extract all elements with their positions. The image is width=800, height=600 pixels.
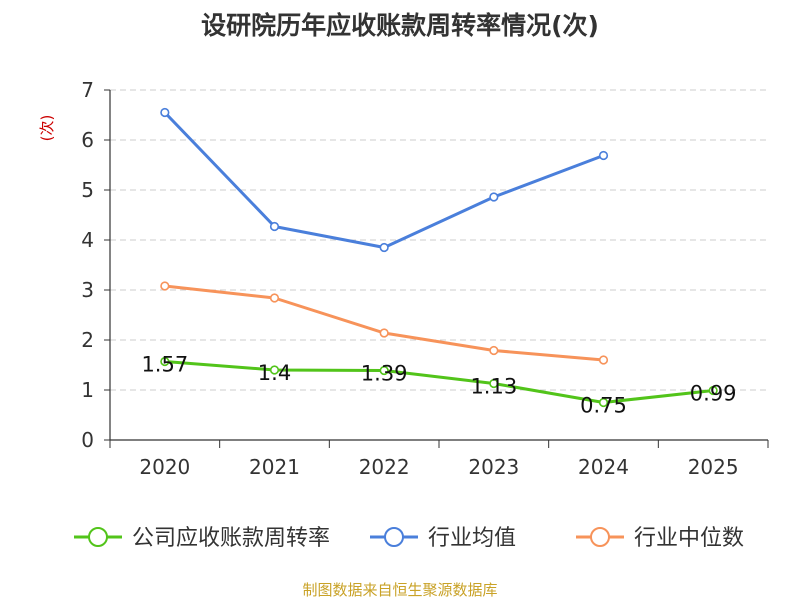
y-tick-label: 6 bbox=[81, 128, 94, 152]
y-tick-label: 0 bbox=[81, 428, 94, 452]
data-label: 1.57 bbox=[141, 353, 188, 377]
chart-title: 设研院历年应收账款周转率情况(次) bbox=[201, 11, 599, 40]
x-tick-label: 2020 bbox=[139, 455, 190, 479]
y-tick-label: 5 bbox=[81, 178, 94, 202]
data-point bbox=[269, 221, 280, 232]
y-tick-label: 3 bbox=[81, 278, 94, 302]
data-point bbox=[598, 150, 609, 161]
y-tick-label: 7 bbox=[81, 78, 94, 102]
data-label: 1.4 bbox=[258, 361, 291, 385]
x-tick-label: 2024 bbox=[578, 455, 629, 479]
x-tick-label: 2023 bbox=[468, 455, 519, 479]
grid-lines bbox=[110, 89, 768, 391]
data-labels: 1.57 1.4 1.39 1.13 0.75 0.99 bbox=[141, 353, 736, 418]
legend-marker bbox=[590, 527, 610, 547]
series-line bbox=[163, 111, 605, 249]
data-point bbox=[489, 192, 499, 202]
y-tick-label: 1 bbox=[81, 378, 94, 402]
data-point bbox=[379, 365, 389, 376]
x-tick-label: 2022 bbox=[359, 455, 410, 479]
series-line bbox=[164, 360, 714, 404]
x-tick-label: 2021 bbox=[249, 455, 300, 479]
data-point bbox=[379, 242, 389, 253]
series-layer bbox=[160, 107, 718, 408]
legend-marker bbox=[384, 527, 404, 547]
y-axis-label: (次) bbox=[38, 115, 56, 142]
data-point bbox=[708, 385, 718, 396]
data-point bbox=[598, 397, 609, 408]
data-point bbox=[489, 378, 499, 389]
axes: 0 1 2 3 4 5 6 7 2020 2021 2022 2023 2024 2025 bbox=[81, 78, 769, 479]
y-tick-label: 2 bbox=[81, 328, 94, 352]
data-label: 1.39 bbox=[361, 362, 408, 386]
legend-label: 公司应收账款周转率 bbox=[132, 526, 330, 551]
x-tick-label: 2025 bbox=[688, 455, 739, 479]
data-point bbox=[160, 281, 170, 291]
data-point bbox=[269, 365, 280, 375]
data-point bbox=[160, 107, 170, 118]
data-point bbox=[160, 356, 170, 367]
data-point bbox=[598, 355, 609, 365]
legend-marker bbox=[88, 527, 108, 547]
legend-label: 行业均值 bbox=[428, 526, 516, 551]
data-point bbox=[379, 328, 389, 338]
data-point bbox=[269, 293, 280, 303]
data-label: 0.99 bbox=[690, 382, 737, 406]
data-label: 0.75 bbox=[580, 394, 627, 418]
series-line bbox=[164, 284, 604, 362]
source-note: 制图数据来自恒生聚源数据库 bbox=[302, 581, 497, 599]
y-tick-label: 4 bbox=[81, 228, 94, 252]
legend: 公司应收账款周转率 行业均值 行业中位数 bbox=[74, 526, 744, 551]
data-point bbox=[489, 345, 499, 356]
data-label: 1.13 bbox=[470, 375, 517, 399]
legend-label: 行业中位数 bbox=[634, 526, 744, 551]
